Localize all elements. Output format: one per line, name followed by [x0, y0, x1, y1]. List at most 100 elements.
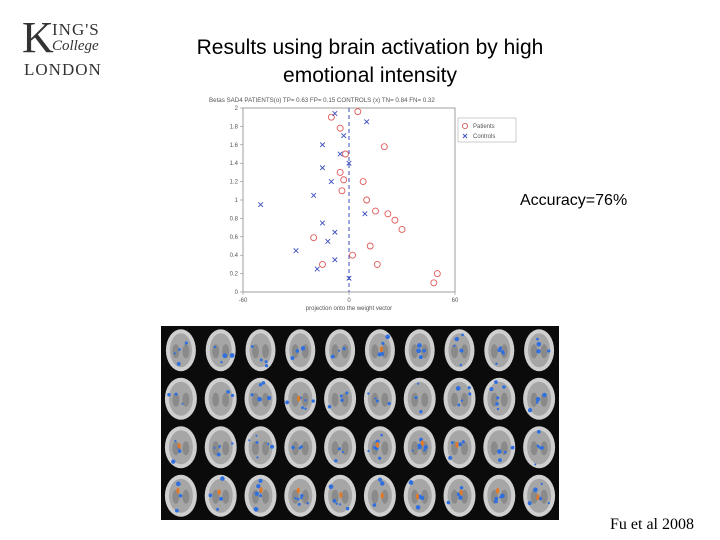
brain-ventricle	[172, 344, 180, 359]
brain-ventricle	[212, 392, 220, 407]
activation-blue	[337, 447, 342, 451]
activation-blue	[422, 348, 427, 353]
legend-patients-marker	[461, 122, 469, 130]
brain-slice-inner	[248, 430, 273, 465]
control-point	[332, 229, 338, 235]
legend-controls-marker	[462, 133, 468, 139]
activation-blue	[295, 349, 300, 353]
patient-point	[384, 210, 392, 218]
activation-blue	[264, 360, 268, 364]
activation-blue	[175, 481, 181, 487]
brain-ventricle	[540, 489, 548, 504]
brain-ventricle	[530, 489, 538, 504]
brain-ventricle	[461, 344, 468, 359]
scatter-chart: Betas SAD4 PATIENTS(o) TP= 0.63 FP= 0.15…	[205, 92, 525, 314]
brain-ventricle	[461, 392, 468, 407]
activation-blue	[495, 362, 498, 365]
activation-blue	[500, 493, 505, 499]
activation-blue	[230, 393, 235, 398]
activation-blue	[184, 341, 188, 345]
brain-slice-inner	[328, 381, 353, 416]
activation-blue	[258, 478, 263, 483]
activation-blue	[257, 396, 262, 402]
activation-blue	[264, 364, 269, 368]
brain-ventricle	[451, 489, 458, 504]
activation-blue	[448, 455, 453, 460]
activation-blue	[176, 361, 181, 366]
patient-point	[359, 178, 367, 186]
activation-blue	[534, 463, 537, 466]
activation-blue	[459, 486, 464, 490]
activation-blue	[372, 446, 376, 449]
control-point	[319, 220, 326, 226]
activation-orange	[459, 489, 463, 496]
activation-blue	[222, 353, 228, 359]
activation-blue	[328, 484, 334, 490]
patient-point	[349, 251, 356, 259]
patient-point	[391, 216, 399, 224]
brain-ventricle	[291, 489, 299, 504]
activation-blue	[535, 397, 541, 402]
brain-ventricle	[381, 441, 389, 456]
activation-blue	[461, 333, 464, 337]
legend-patients-label: Patients	[473, 124, 495, 130]
activation-blue	[536, 349, 541, 354]
y-tick-label: 1.8	[230, 124, 239, 130]
brain-ventricle	[371, 392, 379, 407]
logo-ings: ING'S	[52, 20, 100, 39]
brain-ventricle	[252, 344, 259, 359]
activation-blue	[181, 402, 184, 405]
brain-activation-montage	[161, 326, 559, 520]
brain-slice-inner	[208, 430, 233, 465]
activation-blue	[528, 408, 533, 413]
activation-blue	[416, 348, 422, 354]
patient-point	[366, 242, 374, 250]
activation-blue	[258, 383, 263, 387]
activation-blue	[423, 448, 427, 452]
activation-orange	[176, 487, 180, 494]
activation-orange	[375, 441, 380, 448]
activation-blue	[339, 394, 343, 398]
activation-blue	[261, 381, 266, 385]
activation-blue	[536, 429, 541, 434]
patient-point	[338, 187, 346, 195]
activation-blue	[453, 344, 456, 348]
activation-blue	[248, 439, 251, 442]
brain-ventricle	[530, 392, 538, 407]
brain-ventricle	[411, 441, 419, 456]
brain-ventricle	[540, 344, 548, 359]
activation-orange	[217, 489, 221, 496]
x-axis-label: projection onto the weight vector	[306, 306, 392, 312]
activation-blue	[415, 505, 421, 510]
activation-blue	[330, 354, 335, 359]
activation-blue	[380, 351, 385, 356]
activation-blue	[459, 363, 463, 367]
activation-blue	[218, 444, 221, 448]
activation-blue	[250, 393, 254, 397]
activation-blue	[496, 396, 500, 400]
control-point	[332, 257, 338, 263]
activation-blue	[367, 392, 370, 395]
activation-blue	[502, 385, 506, 389]
brain-ventricle	[461, 489, 468, 504]
y-tick-label: 0.4	[230, 253, 239, 259]
activation-blue	[299, 445, 303, 449]
activation-blue	[294, 496, 297, 500]
activation-blue	[174, 392, 178, 396]
activation-blue	[547, 349, 551, 353]
scatter-chart-svg: Betas SAD4 PATIENTS(o) TP= 0.63 FP= 0.15…	[209, 97, 517, 312]
y-tick-label: 2	[235, 106, 239, 112]
activation-blue	[372, 503, 377, 507]
brain-ventricle	[222, 441, 230, 456]
logo-letter-k: K	[22, 13, 54, 62]
brain-slice-inner	[249, 333, 272, 368]
patient-point	[336, 168, 344, 176]
activation-blue	[411, 449, 414, 452]
brain-slice-inner	[447, 430, 472, 465]
brain-ventricle	[490, 441, 498, 456]
brain-ventricle	[182, 344, 190, 359]
brain-ventricle	[530, 441, 538, 456]
brain-ventricle	[222, 489, 230, 504]
activation-blue	[173, 352, 176, 355]
patient-point	[354, 108, 362, 116]
